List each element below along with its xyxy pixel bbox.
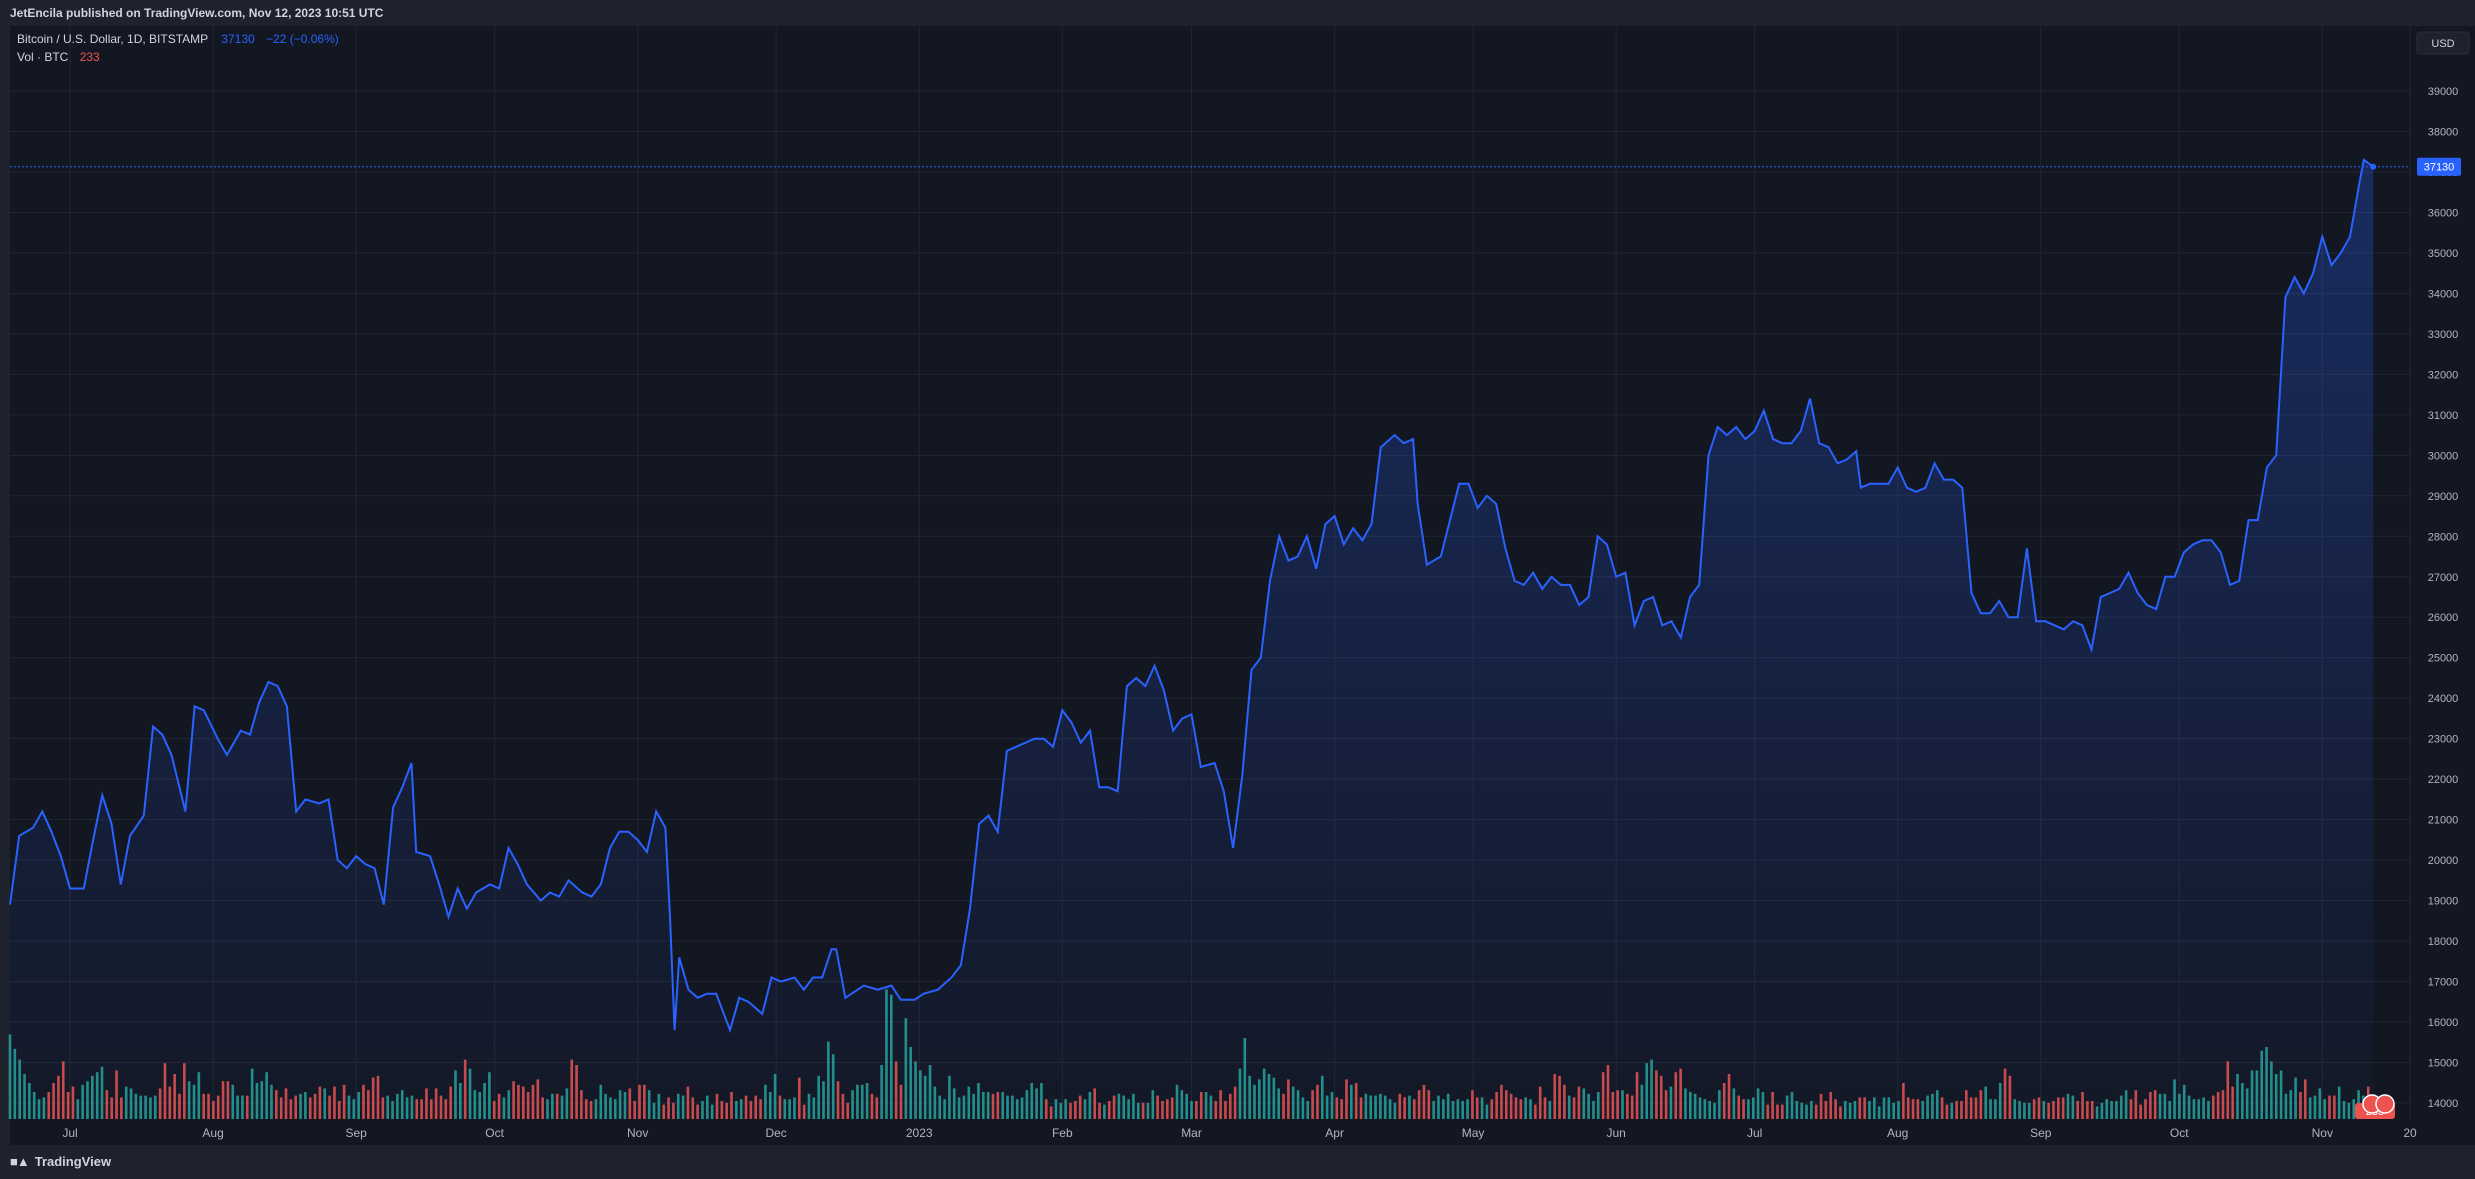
- legend-volume-value: 233: [80, 50, 100, 64]
- y-tick-label: 16000: [2428, 1017, 2459, 1029]
- price-axis-background: [2410, 26, 2475, 1119]
- y-tick-label: 15000: [2428, 1058, 2459, 1070]
- y-tick-label: 36000: [2428, 207, 2459, 219]
- y-tick-label: 27000: [2428, 572, 2459, 584]
- y-tick-label: 32000: [2428, 369, 2459, 381]
- events-icon[interactable]: [2362, 1094, 2395, 1114]
- time-axis-background: [10, 1119, 2475, 1145]
- x-tick-label: Jul: [1747, 1126, 1762, 1140]
- x-tick-label: Oct: [485, 1126, 504, 1140]
- y-tick-label: 18000: [2428, 936, 2459, 948]
- y-tick-label: 39000: [2428, 86, 2459, 98]
- svg-text:Vol · BTC 233: Vol · BTC 233: [17, 50, 100, 64]
- x-tick-label: Jun: [1606, 1126, 1625, 1140]
- svg-text:Bitcoin / U.S. Dollar, 1D, BIT: Bitcoin / U.S. Dollar, 1D, BITSTAMP 3713…: [17, 32, 339, 46]
- x-tick-label: May: [1462, 1126, 1485, 1140]
- last-price-dot: [2370, 163, 2377, 170]
- legend: Bitcoin / U.S. Dollar, 1D, BITSTAMP 3713…: [17, 32, 339, 64]
- publisher-text: JetEncila published on TradingView.com, …: [10, 6, 384, 20]
- y-tick-label: 30000: [2428, 450, 2459, 462]
- x-tick-label: Aug: [1887, 1126, 1908, 1140]
- y-tick-label: 25000: [2428, 653, 2459, 665]
- y-tick-label: 26000: [2428, 612, 2459, 624]
- last-price-label: 37130: [2417, 157, 2461, 176]
- y-tick-label: 38000: [2428, 126, 2459, 138]
- legend-symbol[interactable]: Bitcoin / U.S. Dollar, 1D, BITSTAMP: [17, 32, 208, 46]
- price-chart[interactable]: 14000 15000 16000 17000 18000 19000 20000 21000…: [0, 26, 2475, 1145]
- y-tick-label: 23000: [2428, 734, 2459, 746]
- x-tick-label: 20: [2403, 1126, 2417, 1140]
- y-tick-label: 28000: [2428, 531, 2459, 543]
- x-tick-label: Sep: [2030, 1126, 2052, 1140]
- x-tick-label: Mar: [1181, 1126, 1202, 1140]
- tradingview-brand[interactable]: ■▲ TradingView: [10, 1154, 111, 1169]
- y-tick-label: 33000: [2428, 329, 2459, 341]
- y-tick-label: 31000: [2428, 410, 2459, 422]
- last-price-text: 37130: [2424, 162, 2455, 174]
- last-price-tag: [2417, 157, 2461, 176]
- y-tick-label: 34000: [2428, 288, 2459, 300]
- x-tick-label: Nov: [627, 1126, 648, 1140]
- x-tick-label: Oct: [2170, 1126, 2189, 1140]
- legend-change: −22 (−0.06%): [266, 32, 339, 46]
- y-tick-label: 24000: [2428, 693, 2459, 705]
- y-tick-label: 29000: [2428, 491, 2459, 503]
- currency-button[interactable]: USD: [2416, 31, 2470, 55]
- time-axis[interactable]: Jul Aug Sep Oct Nov Dec 2023 Feb Mar Apr May Jun Jul…: [62, 1126, 2417, 1140]
- y-tick-label: 19000: [2428, 896, 2459, 908]
- y-tick-label: 17000: [2428, 977, 2459, 989]
- x-tick-label: Dec: [765, 1126, 786, 1140]
- price-area-fill: [10, 159, 2374, 1120]
- tradingview-logo-icon: ■▲: [10, 1154, 30, 1169]
- legend-volume-label[interactable]: Vol · BTC: [17, 50, 69, 64]
- x-tick-label: Jul: [62, 1126, 77, 1140]
- y-tick-label: 22000: [2428, 774, 2459, 786]
- currency-label: USD: [2431, 38, 2454, 50]
- y-tick-label: 20000: [2428, 855, 2459, 867]
- y-tick-label: 35000: [2428, 248, 2459, 260]
- y-tick-label: 21000: [2428, 815, 2459, 827]
- x-tick-label: Feb: [1052, 1126, 1073, 1140]
- x-tick-label: Sep: [345, 1126, 367, 1140]
- x-tick-label: Aug: [202, 1126, 223, 1140]
- footer-bar: ■▲ TradingView: [0, 1145, 2475, 1179]
- x-tick-label: 2023: [906, 1126, 933, 1140]
- price-line: [9, 158, 2374, 1034]
- brand-name: TradingView: [34, 1154, 112, 1169]
- legend-last: 37130: [221, 32, 255, 46]
- y-tick-label: 14000: [2428, 1098, 2459, 1110]
- x-tick-label: Apr: [1325, 1126, 1344, 1140]
- publisher-bar: JetEncila published on TradingView.com, …: [0, 0, 2475, 26]
- x-tick-label: Nov: [2312, 1126, 2333, 1140]
